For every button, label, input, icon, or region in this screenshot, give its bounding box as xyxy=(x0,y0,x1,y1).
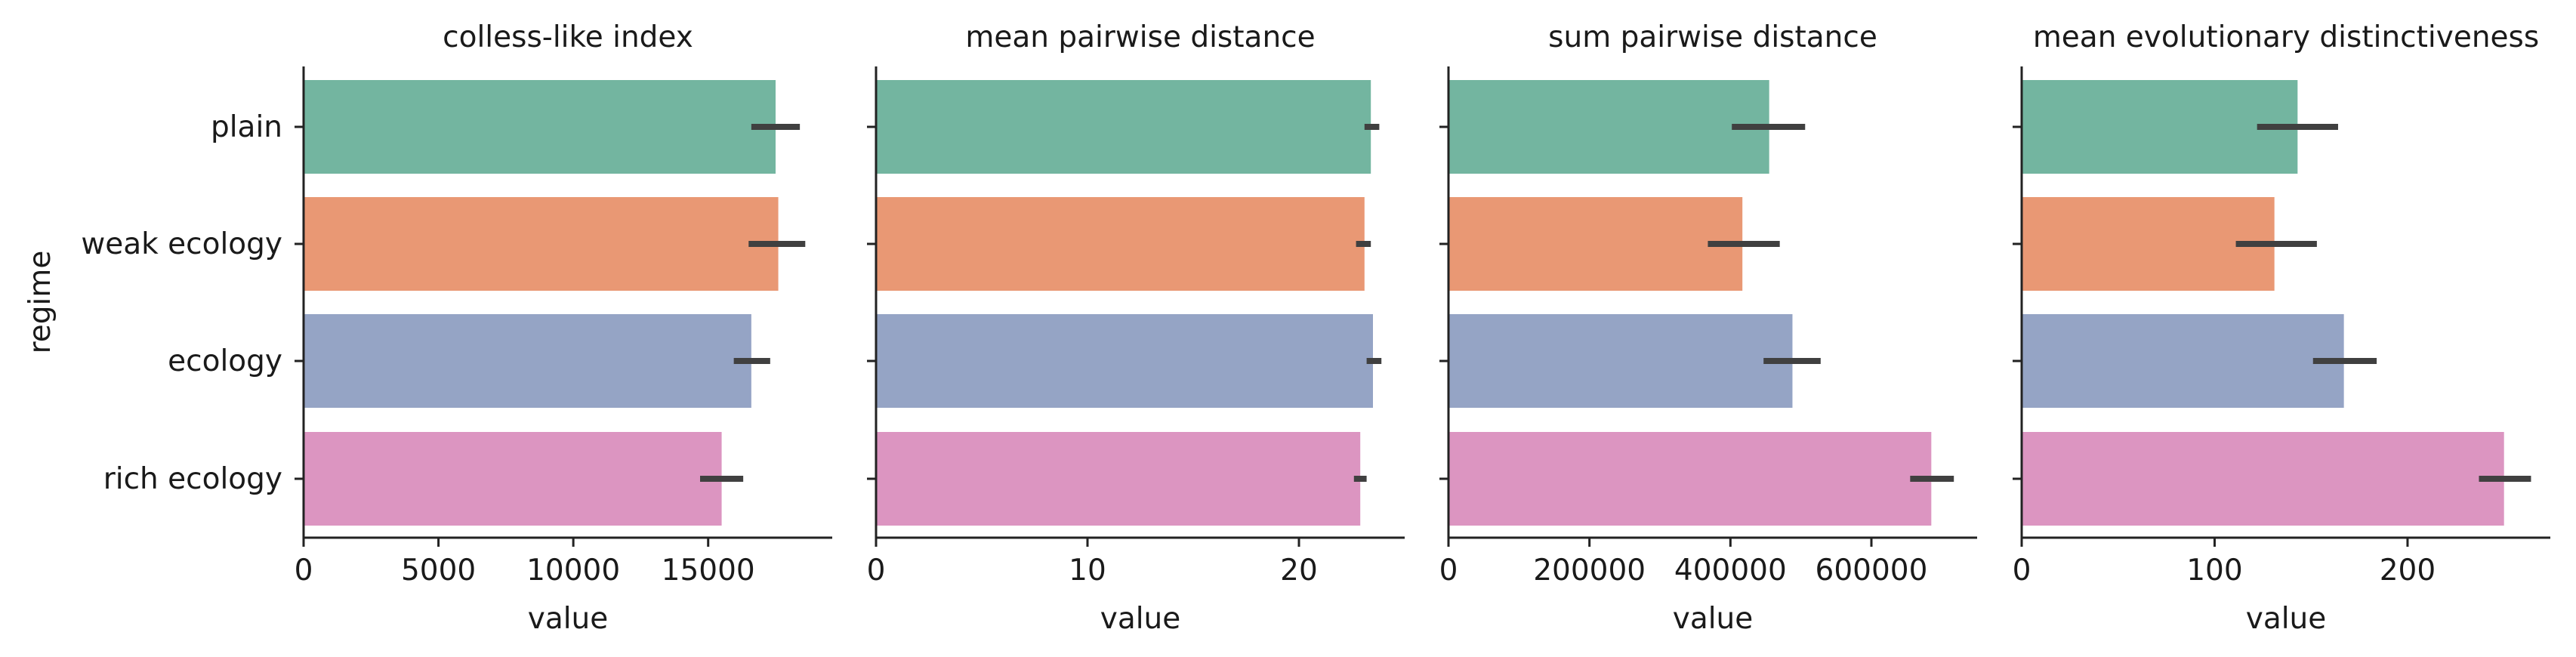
bar-weak-ecology xyxy=(304,197,779,291)
y-tick-label: plain xyxy=(211,110,282,144)
bar-rich-ecology xyxy=(876,432,1361,526)
bar-weak-ecology xyxy=(2022,197,2275,291)
panels-layer: colless-like index plain weak ecology ecolo… xyxy=(81,20,2550,636)
x-tick-label: 0 xyxy=(2013,554,2031,588)
panel-2: mean pairwise distance 0 10 20 value xyxy=(867,20,1405,636)
x-tick-label: 400000 xyxy=(1674,554,1787,588)
x-tick-label: 0 xyxy=(295,554,313,588)
bar-rich-ecology xyxy=(304,432,722,526)
y-tick-label: weak ecology xyxy=(81,227,282,261)
y-tick-label: rich ecology xyxy=(103,462,282,496)
x-tick-label: 10000 xyxy=(526,554,620,588)
bar-ecology xyxy=(2022,314,2344,408)
x-axis-label: value xyxy=(1100,602,1181,636)
x-tick-label: 0 xyxy=(1439,554,1458,588)
bar-weak-ecology xyxy=(876,197,1365,291)
x-tick-label: 20 xyxy=(1280,554,1318,588)
bar-plain xyxy=(1448,80,1769,174)
bar-ecology xyxy=(304,314,751,408)
panel-4: mean evolutionary distinctiveness 0 100 200… xyxy=(2013,20,2550,636)
bar-rich-ecology xyxy=(2022,432,2504,526)
bar-ecology xyxy=(876,314,1373,408)
x-tick-label: 600000 xyxy=(1816,554,1928,588)
y-tick-label: ecology xyxy=(168,344,282,378)
bar-plain xyxy=(2022,80,2298,174)
x-tick-label: 200 xyxy=(2380,554,2436,588)
x-axis-label: value xyxy=(528,602,609,636)
bar-plain xyxy=(304,80,776,174)
x-tick-label: 10 xyxy=(1069,554,1106,588)
panel-1: colless-like index plain weak ecology ecolo… xyxy=(81,20,832,636)
x-tick-label: 5000 xyxy=(401,554,476,588)
x-tick-label: 0 xyxy=(867,554,886,588)
bar-rich-ecology xyxy=(1448,432,1932,526)
panel-title: mean pairwise distance xyxy=(965,20,1315,54)
x-tick-label: 15000 xyxy=(662,554,755,588)
y-axis-label: regime xyxy=(23,251,57,354)
bar-ecology xyxy=(1448,314,1793,408)
bar-plain xyxy=(876,80,1371,174)
panel-title: colless-like index xyxy=(443,20,693,54)
x-tick-label: 100 xyxy=(2186,554,2242,588)
x-axis-label: value xyxy=(2246,602,2327,636)
panel-title: sum pairwise distance xyxy=(1548,20,1877,54)
x-axis-label: value xyxy=(1673,602,1754,636)
bar-weak-ecology xyxy=(1448,197,1743,291)
x-tick-label: 200000 xyxy=(1533,554,1646,588)
panel-3: sum pairwise distance 0 200000 400000 600000… xyxy=(1439,20,1977,636)
panel-title: mean evolutionary distinctiveness xyxy=(2033,20,2539,54)
